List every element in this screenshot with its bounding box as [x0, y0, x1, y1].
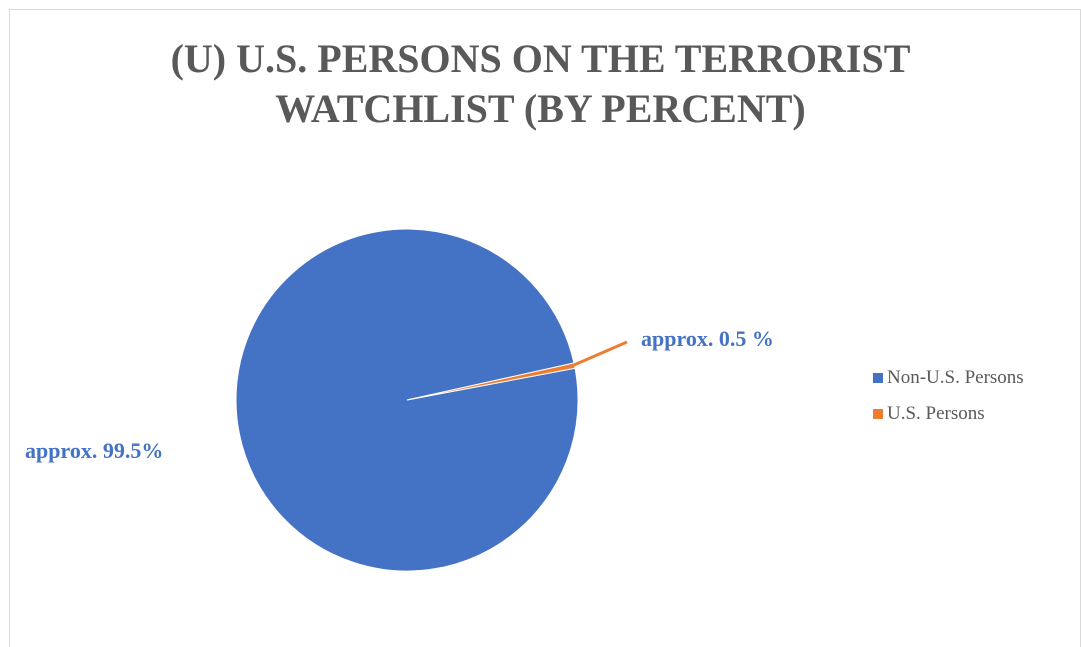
chart-title: (U) U.S. PERSONS ON THE TERRORIST WATCHL…: [0, 34, 1081, 134]
legend-label-non-us-persons: Non-U.S. Persons: [887, 367, 1024, 388]
legend-swatch-non-us-persons: [873, 373, 883, 383]
data-label-non-us-persons: approx. 99.5%: [25, 438, 164, 463]
legend-item-us-persons: U.S. Persons: [873, 396, 1024, 432]
chart-title-line-1: (U) U.S. PERSONS ON THE TERRORIST: [170, 36, 911, 81]
legend: Non-U.S. Persons U.S. Persons: [873, 360, 1024, 432]
legend-label-us-persons: U.S. Persons: [887, 403, 985, 424]
leader-line-us-persons: [571, 340, 628, 367]
chart-title-line-2: WATCHLIST (BY PERCENT): [275, 86, 806, 131]
legend-swatch-us-persons: [873, 409, 883, 419]
data-label-us-persons: approx. 0.5 %: [641, 326, 774, 351]
legend-item-non-us-persons: Non-U.S. Persons: [873, 360, 1024, 396]
